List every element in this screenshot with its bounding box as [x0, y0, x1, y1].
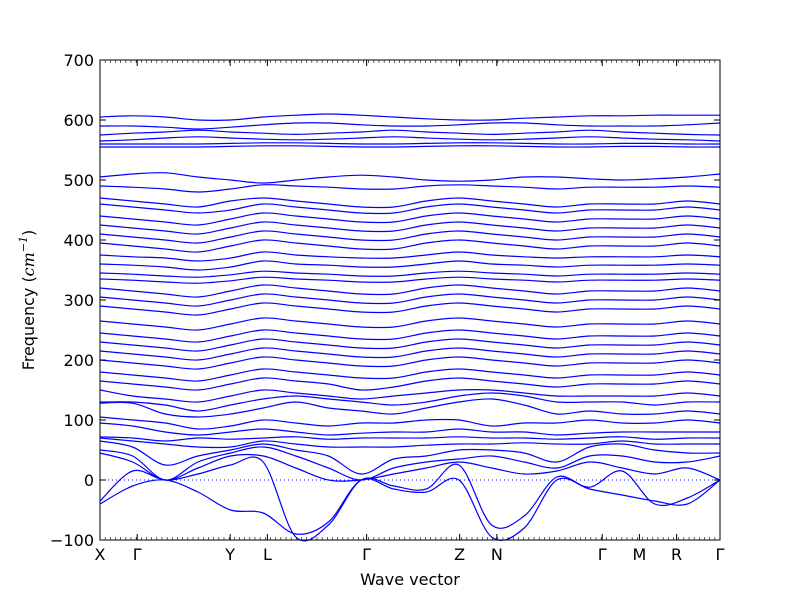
y-axis-label: Frequency (cm−1) — [17, 230, 38, 371]
phonon-branch-10 — [99, 398, 721, 418]
x-tick-label: Γ — [598, 545, 607, 564]
y-axis: −100 0 100 200 300 400 500 600 700 — [50, 51, 720, 550]
phonon-branch-27 — [99, 239, 721, 253]
y-tick-label: 200 — [63, 351, 94, 370]
phonon-branch-25 — [99, 260, 721, 271]
x-tick-label: L — [263, 545, 272, 564]
phonon-branch-19 — [99, 317, 721, 331]
phonon-branch-3 — [99, 452, 721, 482]
phonon-branch-30 — [99, 212, 721, 226]
x-tick-label: Γ — [362, 545, 371, 564]
phonon-branch-4 — [99, 446, 721, 481]
y-axis-label-prefix: Frequency ( — [19, 276, 38, 370]
phonon-branch-26 — [99, 251, 721, 262]
phonon-branch-29 — [99, 221, 721, 235]
phonon-branch-21 — [99, 293, 721, 307]
y-tick-label: 300 — [63, 291, 94, 310]
y-tick-label: 500 — [63, 171, 94, 190]
phonon-branch-40 — [99, 113, 720, 121]
x-tick-label: Γ — [133, 545, 142, 564]
y-tick-label: 700 — [63, 51, 94, 70]
y-axis-label-exponent: −1 — [17, 236, 30, 252]
branches-layer — [99, 113, 721, 542]
phonon-branch-20 — [99, 302, 721, 316]
phonon-branch-28 — [99, 230, 721, 244]
phonon-branch-33 — [99, 184, 721, 193]
y-tick-label: −100 — [50, 531, 94, 550]
phonon-branch-1 — [99, 477, 721, 541]
phonon-branch-23 — [99, 276, 721, 284]
phonon-branch-36 — [100, 142, 721, 145]
y-axis-label-suffix: ) — [19, 230, 38, 236]
y-tick-label: 100 — [63, 411, 94, 430]
phonon-branch-37 — [99, 136, 721, 142]
phonon-branch-11 — [99, 392, 721, 412]
x-tick-label: R — [671, 545, 682, 564]
x-tick-label: Y — [224, 545, 235, 564]
x-tick-label: X — [95, 545, 106, 564]
x-tick-label: M — [632, 545, 646, 564]
phonon-branch-8 — [99, 422, 720, 436]
phonon-branch-12 — [99, 389, 721, 403]
phonon-branch-2 — [99, 456, 721, 542]
y-axis-label-unit: cm — [19, 252, 38, 276]
phonon-branch-38 — [99, 129, 721, 136]
phonon-branch-16 — [99, 347, 721, 361]
phonon-branch-6 — [99, 437, 720, 449]
phonon-branch-31 — [99, 203, 721, 215]
phonon-branch-13 — [99, 377, 721, 391]
phonon-branch-22 — [99, 284, 721, 298]
phonon-branch-18 — [99, 329, 721, 343]
phonon-branch-34 — [99, 172, 721, 184]
x-tick-label: Z — [454, 545, 465, 564]
phonon-branch-7 — [99, 436, 721, 442]
y-tick-label: 400 — [63, 231, 94, 250]
y-tick-label: 0 — [84, 471, 94, 490]
x-tick-label: N — [491, 545, 503, 564]
x-tick-label: Γ — [716, 545, 725, 564]
phonon-branch-32 — [99, 197, 721, 209]
phonon-branch-5 — [99, 440, 721, 475]
phonon-branch-15 — [99, 356, 721, 370]
phonon-branch-14 — [99, 368, 721, 382]
phonon-branch-39 — [99, 122, 721, 130]
phonon-branch-9 — [99, 416, 721, 430]
phonon-branch-24 — [99, 270, 721, 278]
y-tick-label: 600 — [63, 111, 94, 130]
phonon-branch-17 — [99, 338, 721, 352]
x-axis-label: Wave vector — [360, 570, 460, 589]
phonon-branch-35 — [99, 145, 721, 148]
